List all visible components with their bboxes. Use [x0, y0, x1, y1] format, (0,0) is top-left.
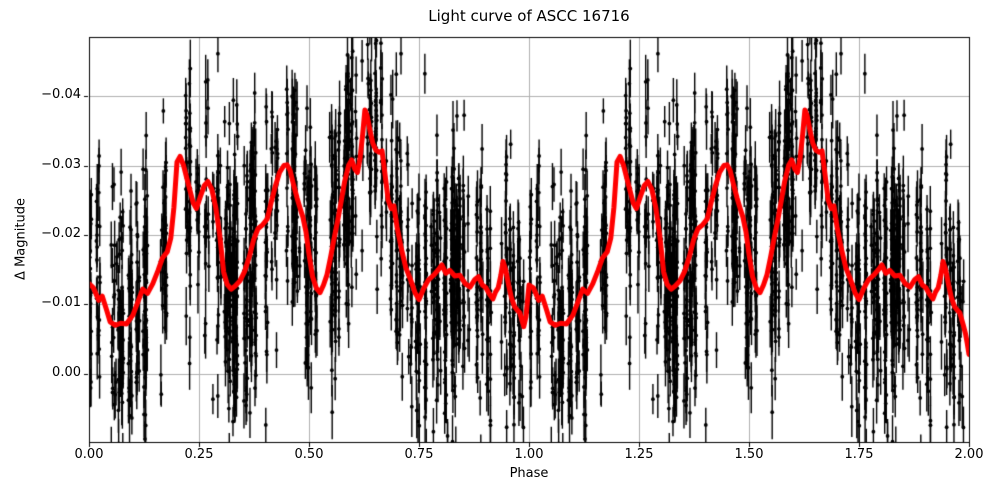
x-tick-label: 0.25: [184, 447, 214, 462]
x-tick-label: 0.50: [294, 447, 324, 462]
y-tick-label: 0.00: [52, 364, 81, 380]
y-tick-label: −0.02: [41, 225, 81, 241]
x-axis-label: Phase: [509, 466, 549, 481]
x-tick-label: 1.50: [734, 447, 764, 462]
x-tick-label: 0.00: [74, 447, 104, 462]
x-tick-label: 1.75: [844, 447, 874, 462]
x-tick-label: 0.75: [404, 447, 434, 462]
y-tick-label: −0.04: [41, 87, 81, 103]
chart-title: Light curve of ASCC 16716: [428, 7, 630, 25]
x-tick-label: 1.25: [624, 447, 654, 462]
x-tick-label: 2.00: [954, 447, 984, 462]
y-tick-label: −0.03: [41, 156, 81, 172]
x-tick-label: 1.00: [514, 447, 544, 462]
y-tick-label: −0.01: [41, 295, 81, 311]
